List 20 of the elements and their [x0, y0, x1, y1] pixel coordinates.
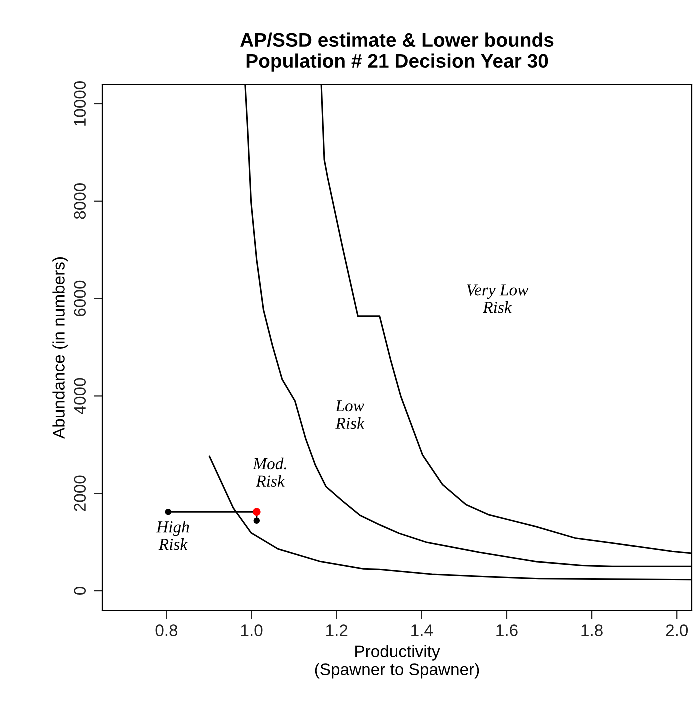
annotation: Low Risk — [336, 400, 365, 430]
y-tick-label: 2000 — [74, 476, 86, 512]
y-tick-label: 8000 — [74, 184, 86, 220]
x-tick-label: 2.0 — [666, 624, 688, 636]
y-axis-title: Abundance (in numbers) — [52, 258, 68, 439]
x-tick-label: 1.0 — [241, 624, 263, 636]
y-tick-label: 10000 — [74, 81, 86, 126]
y-tick-label: 6000 — [74, 280, 86, 316]
x-tick-label: 0.8 — [156, 624, 178, 636]
annotation: Mod. Risk — [252, 458, 286, 487]
x-tick-label: 1.2 — [326, 624, 348, 636]
annotation: High Risk — [156, 521, 190, 550]
x-tick-label: 1.4 — [412, 624, 434, 636]
y-tick-label: 4000 — [74, 378, 86, 414]
x-axis-title: Productivity (Spawner to Spawner) — [315, 645, 480, 679]
y-tick-label: 0 — [74, 587, 86, 596]
annotation: Very Low Risk — [467, 284, 529, 314]
x-tick-label: 1.8 — [582, 624, 603, 636]
chart-title: AP/SSD estimate & Lower bounds Population # 21 Decision Year 30 — [240, 32, 554, 72]
x-tick-label: 1.6 — [496, 624, 518, 636]
